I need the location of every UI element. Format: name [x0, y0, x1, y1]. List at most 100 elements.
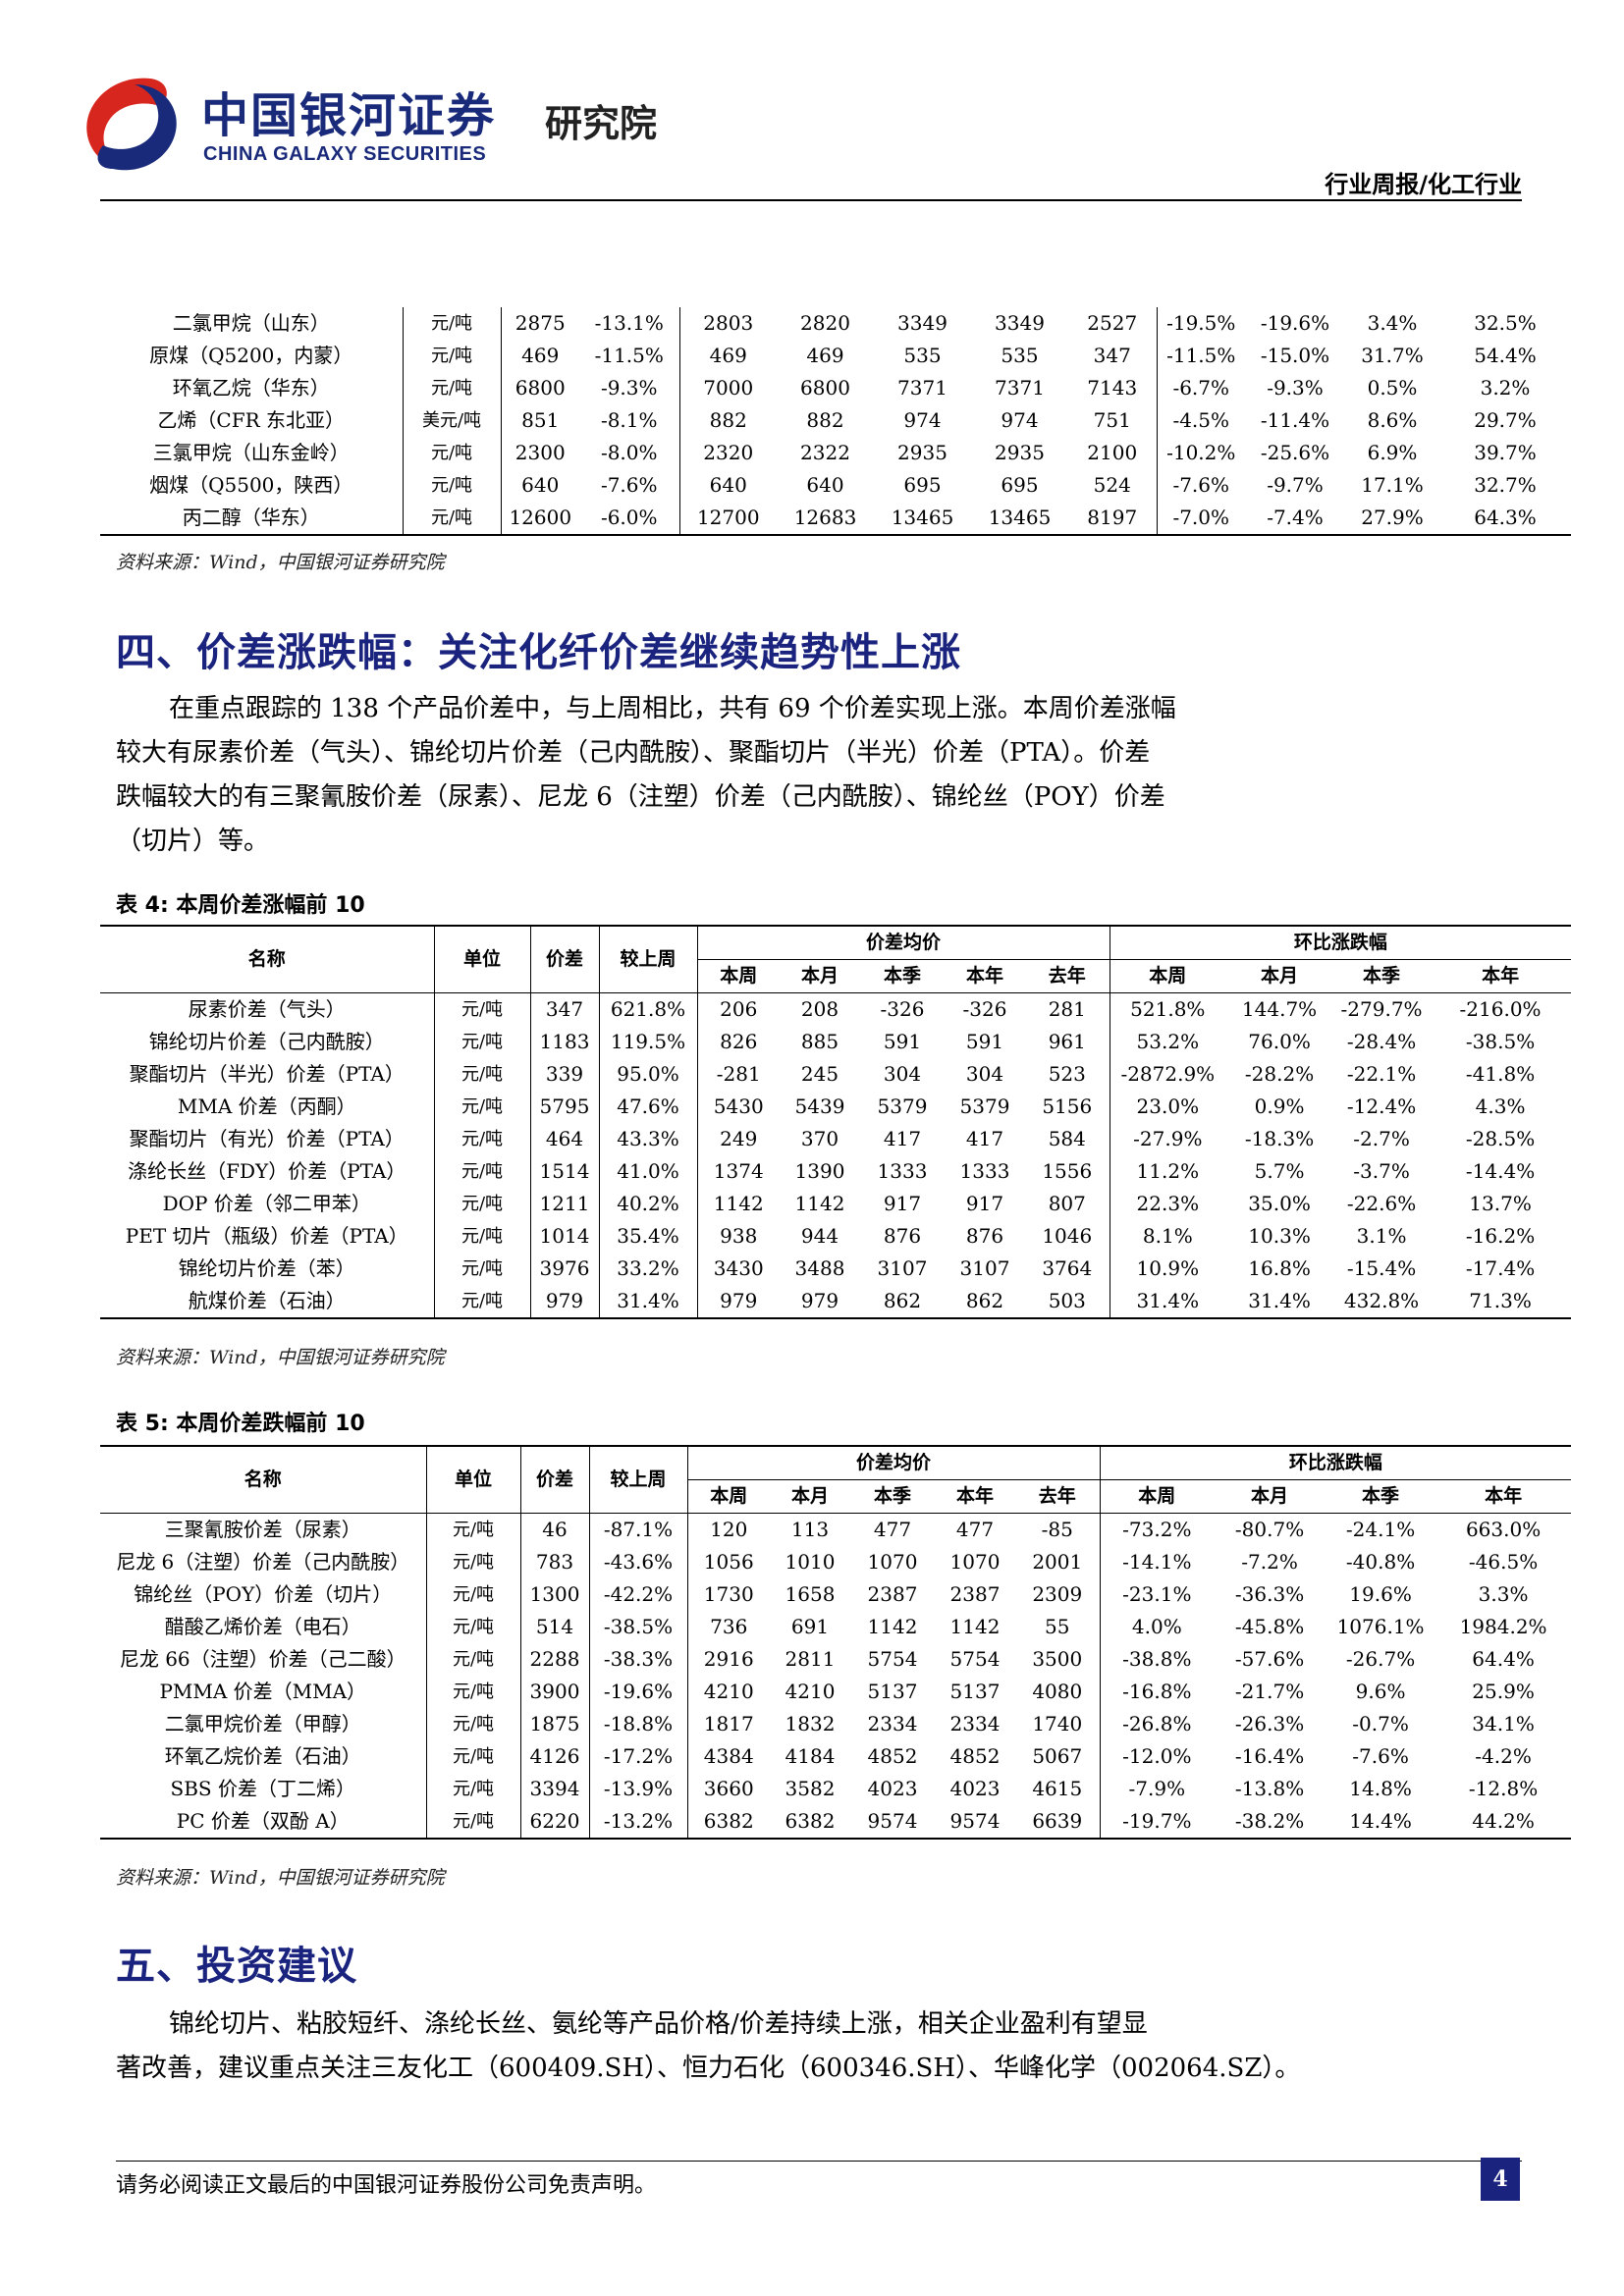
table-cell: 元/吨 [402, 372, 501, 404]
col-name: 名称 [100, 926, 434, 993]
table-cell: 591 [965, 1030, 1004, 1053]
table-cell: 4384 [686, 1740, 770, 1773]
table-cell: 3107 [877, 1256, 928, 1280]
page-number: 4 [1481, 2158, 1520, 2201]
table-cell: 5067 [1032, 1744, 1083, 1768]
table-cell: 2288 [519, 1643, 589, 1676]
table-cell: 1374 [696, 1155, 780, 1188]
table-cell: 2875 [500, 307, 579, 340]
table-cell: -22.1% [1346, 1062, 1417, 1086]
table-cell: -7.6% [600, 473, 658, 497]
table-cell: 245 [800, 1062, 839, 1086]
col-group-change: 环比涨跌幅 [1109, 926, 1572, 960]
table-cell: 4210 [785, 1680, 836, 1703]
table-cell: -12.4% [1346, 1095, 1417, 1118]
table-cell: -7.6% [1156, 469, 1245, 502]
table-cell: 3.4% [1367, 311, 1418, 335]
table-cell: -13.1% [594, 311, 664, 335]
row-name-cell: 二氯甲烷价差（甲醇） [164, 1712, 361, 1735]
table-cell: 339 [529, 1058, 599, 1091]
row-name-cell: 原煤（Q5200，内蒙） [149, 344, 353, 367]
table-cell: -279.7% [1340, 997, 1423, 1021]
table-cell: 3500 [1032, 1647, 1083, 1671]
table-cell: 917 [965, 1192, 1004, 1215]
subcol-avg: 本月 [790, 1485, 829, 1507]
table-cell: 477 [955, 1518, 995, 1541]
table-cell: -38.8% [1099, 1643, 1215, 1676]
col-group-avg: 价差均价 [696, 926, 1110, 960]
table-cell: 元/吨 [425, 1578, 520, 1611]
table-cell: 元/吨 [433, 1123, 530, 1155]
table-cell: -3.7% [1353, 1159, 1410, 1183]
table-cell: 元/吨 [425, 1708, 520, 1740]
table-cell: -14.1% [1099, 1546, 1215, 1578]
subcol-avg: 去年 [1038, 1485, 1076, 1507]
table-cell: 979 [529, 1285, 599, 1318]
table-cell: 469 [500, 340, 579, 372]
table-cell: 11.2% [1109, 1155, 1226, 1188]
table-cell: 1076.1% [1336, 1615, 1425, 1638]
brand-logo: 中国银河证券 CHINA GALAXY SECURITIES 研究院 [74, 49, 702, 196]
table-cell: 2320 [678, 437, 777, 469]
table-cell: -16.2% [1465, 1224, 1536, 1248]
table-cell: 3107 [959, 1256, 1010, 1280]
table-cell: 1070 [949, 1550, 1001, 1574]
table-cell: 961 [1048, 1030, 1086, 1053]
table-cell: -7.9% [1099, 1773, 1215, 1805]
table-cell: -42.2% [588, 1578, 687, 1611]
table-row: SBS 价差（丁二烯） 元/吨 3394 -13.9% 3660 3582 4023 4023… [100, 1773, 1571, 1805]
table-cell: -7.6% [1352, 1744, 1409, 1768]
table-cell: 8.6% [1367, 408, 1418, 432]
table-cell: 1984.2% [1459, 1615, 1547, 1638]
table-cell: -26.7% [1345, 1647, 1416, 1671]
table-cell: -16.4% [1234, 1744, 1305, 1768]
table-cell: 2935 [897, 441, 947, 464]
table-cell: -0.7% [1352, 1712, 1409, 1735]
table-cell: 元/吨 [425, 1740, 520, 1773]
table-cell: -19.7% [1099, 1805, 1215, 1839]
table-cell: 2803 [678, 307, 777, 340]
table-cell: 1142 [794, 1192, 845, 1215]
table-cell: -4.2% [1475, 1744, 1532, 1768]
table-cell: -8.1% [600, 408, 658, 432]
table-cell: 4023 [867, 1777, 918, 1800]
table-cell: -10.2% [1156, 437, 1245, 469]
table-cell: 3.2% [1480, 376, 1531, 400]
table-cell: 370 [800, 1127, 839, 1150]
subcol-avg: 本月 [800, 965, 839, 987]
table-4-subheader: 本周 本月 本季 本年 去年 本周 本月 本季 本年 [100, 959, 1572, 993]
col-spread: 价差 [519, 1446, 589, 1514]
table-cell: 4852 [867, 1744, 918, 1768]
table-cell: 5795 [529, 1091, 599, 1123]
row-name-cell: 丙二醇（华东） [182, 506, 320, 529]
subcol-change: 本周 [1109, 959, 1226, 993]
table-cell: 751 [1093, 408, 1131, 432]
table-row: 原煤（Q5200，内蒙） 元/吨 469 -11.5% 469 469 535 535 347-… [100, 340, 1571, 372]
table-cell: 13465 [891, 506, 954, 529]
table-cell: 1333 [877, 1159, 928, 1183]
table-cell: 417 [883, 1127, 922, 1150]
table-row: 锦纶切片价差（苯） 元/吨 3976 33.2% 3430 3488 3107 3107 376… [100, 1253, 1571, 1285]
table-row: PMMA 价差（MMA） 元/吨 3900 -19.6% 4210 4210 5137 513… [100, 1676, 1571, 1708]
table-row: 尿素价差（气头） 元/吨 347 621.8% 206 208 -326 -326 281 521… [100, 992, 1571, 1026]
table-cell: 736 [686, 1611, 770, 1643]
table-5-caption: 表 5: 本周价差跌幅前 10 [116, 1412, 365, 1436]
table-cell: 347 [529, 992, 599, 1026]
col-vs-last-week: 较上周 [588, 1446, 687, 1514]
table-cell: 元/吨 [433, 1091, 530, 1123]
table-cell: 7000 [678, 372, 777, 404]
table-cell: 40.2% [598, 1188, 697, 1220]
table-cell: 4184 [785, 1744, 836, 1768]
table-cell: 1183 [529, 1026, 599, 1058]
table-cell: -8.0% [600, 441, 658, 464]
table-cell: 4023 [949, 1777, 1001, 1800]
table-cell: 5379 [877, 1095, 928, 1118]
table-cell: -57.6% [1234, 1647, 1305, 1671]
table-cell: 1658 [785, 1582, 836, 1606]
table-cell: -18.8% [588, 1708, 687, 1740]
section-4-title: 四、价差涨跌幅：关注化纤价差继续趋势性上涨 [116, 630, 961, 675]
table-cell: 4126 [519, 1740, 589, 1773]
table-cell: 3.1% [1356, 1224, 1407, 1248]
table-5-body: 三聚氰胺价差（尿素） 元/吨 46 -87.1% 120 113 477 477 -85 -73.… [100, 1513, 1572, 1839]
table-cell: 113 [790, 1518, 830, 1541]
